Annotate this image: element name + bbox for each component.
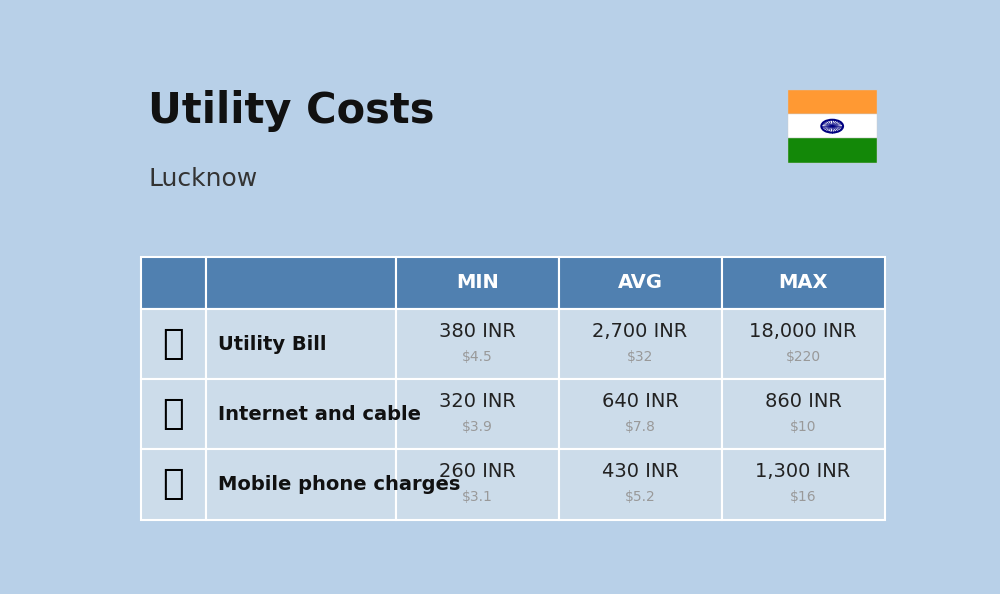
Text: 320 INR: 320 INR <box>439 392 516 411</box>
FancyBboxPatch shape <box>788 138 877 163</box>
FancyBboxPatch shape <box>788 114 877 138</box>
FancyBboxPatch shape <box>396 450 559 520</box>
FancyBboxPatch shape <box>722 379 885 450</box>
Text: $4.5: $4.5 <box>462 350 493 364</box>
Text: 📶: 📶 <box>162 397 184 431</box>
Text: MAX: MAX <box>778 273 828 292</box>
Text: 430 INR: 430 INR <box>602 462 679 481</box>
FancyBboxPatch shape <box>206 309 396 379</box>
Text: $32: $32 <box>627 350 653 364</box>
FancyBboxPatch shape <box>722 309 885 379</box>
Text: $10: $10 <box>790 420 816 434</box>
Text: $16: $16 <box>790 490 816 504</box>
FancyBboxPatch shape <box>396 257 559 309</box>
Text: MIN: MIN <box>456 273 499 292</box>
Text: 640 INR: 640 INR <box>602 392 679 411</box>
FancyBboxPatch shape <box>140 257 206 309</box>
Text: 18,000 INR: 18,000 INR <box>749 322 857 341</box>
FancyBboxPatch shape <box>140 379 206 450</box>
Text: Mobile phone charges: Mobile phone charges <box>218 475 460 494</box>
Text: 🔌: 🔌 <box>162 327 184 361</box>
Text: 380 INR: 380 INR <box>439 322 516 341</box>
Text: 📱: 📱 <box>162 467 184 501</box>
FancyBboxPatch shape <box>396 379 559 450</box>
Text: 2,700 INR: 2,700 INR <box>592 322 688 341</box>
FancyBboxPatch shape <box>140 450 206 520</box>
Text: $220: $220 <box>785 350 821 364</box>
Text: $3.1: $3.1 <box>462 490 493 504</box>
FancyBboxPatch shape <box>722 257 885 309</box>
FancyBboxPatch shape <box>396 309 559 379</box>
FancyBboxPatch shape <box>559 450 722 520</box>
Text: AVG: AVG <box>618 273 663 292</box>
FancyBboxPatch shape <box>559 257 722 309</box>
Text: Utility Bill: Utility Bill <box>218 334 326 353</box>
Text: Lucknow: Lucknow <box>148 168 258 191</box>
Text: $7.8: $7.8 <box>625 420 656 434</box>
FancyBboxPatch shape <box>206 379 396 450</box>
FancyBboxPatch shape <box>206 257 396 309</box>
FancyBboxPatch shape <box>788 90 877 114</box>
FancyBboxPatch shape <box>206 450 396 520</box>
Text: 860 INR: 860 INR <box>765 392 841 411</box>
Text: Utility Costs: Utility Costs <box>148 90 435 132</box>
FancyBboxPatch shape <box>559 379 722 450</box>
Text: Internet and cable: Internet and cable <box>218 405 421 424</box>
FancyBboxPatch shape <box>722 450 885 520</box>
Text: $5.2: $5.2 <box>625 490 655 504</box>
Text: 260 INR: 260 INR <box>439 462 516 481</box>
FancyBboxPatch shape <box>559 309 722 379</box>
Text: $3.9: $3.9 <box>462 420 493 434</box>
FancyBboxPatch shape <box>140 309 206 379</box>
Text: 1,300 INR: 1,300 INR <box>755 462 851 481</box>
